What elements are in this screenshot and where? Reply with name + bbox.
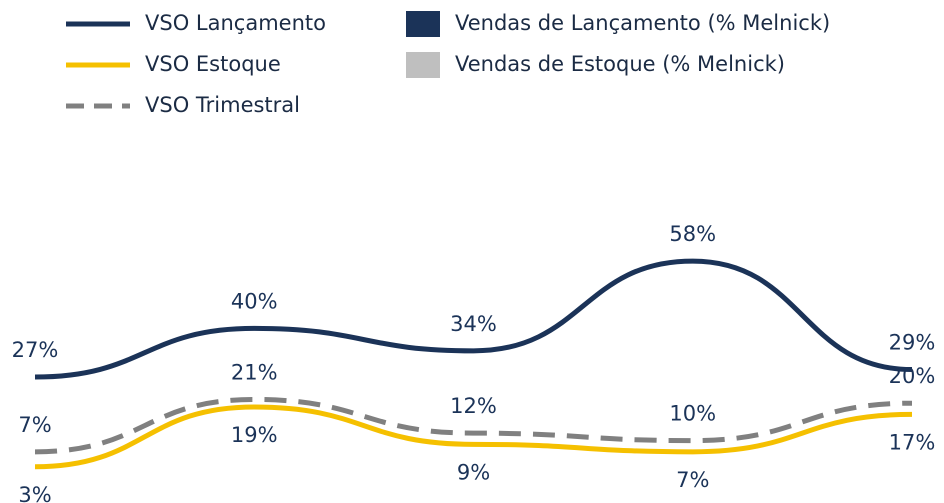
legend-swatch — [406, 11, 440, 37]
data-label: 7% — [18, 413, 51, 437]
legend-swatch — [406, 52, 440, 78]
data-label: 21% — [231, 360, 278, 384]
data-label: 34% — [450, 312, 497, 336]
legend-label: VSO Trimestral — [145, 93, 300, 117]
data-label: 20% — [889, 364, 936, 388]
data-label: 19% — [231, 423, 278, 447]
data-label: 40% — [231, 289, 278, 313]
data-label: 17% — [889, 430, 936, 454]
data-label: 3% — [18, 483, 51, 503]
line-series — [34, 396, 913, 455]
legend-label: VSO Estoque — [145, 52, 281, 76]
line-series — [34, 404, 913, 470]
data-label: 9% — [457, 460, 490, 484]
legend-label: VSO Lançamento — [145, 11, 326, 35]
data-label: 7% — [676, 468, 709, 492]
legend-label: Vendas de Estoque (% Melnick) — [455, 52, 785, 76]
data-label: 27% — [12, 338, 59, 362]
data-label: 29% — [889, 331, 936, 355]
data-label: 58% — [669, 222, 716, 246]
data-label: 10% — [669, 402, 716, 426]
line-series — [34, 258, 913, 380]
legend-label: Vendas de Lançamento (% Melnick) — [455, 11, 830, 35]
data-label: 12% — [450, 394, 497, 418]
